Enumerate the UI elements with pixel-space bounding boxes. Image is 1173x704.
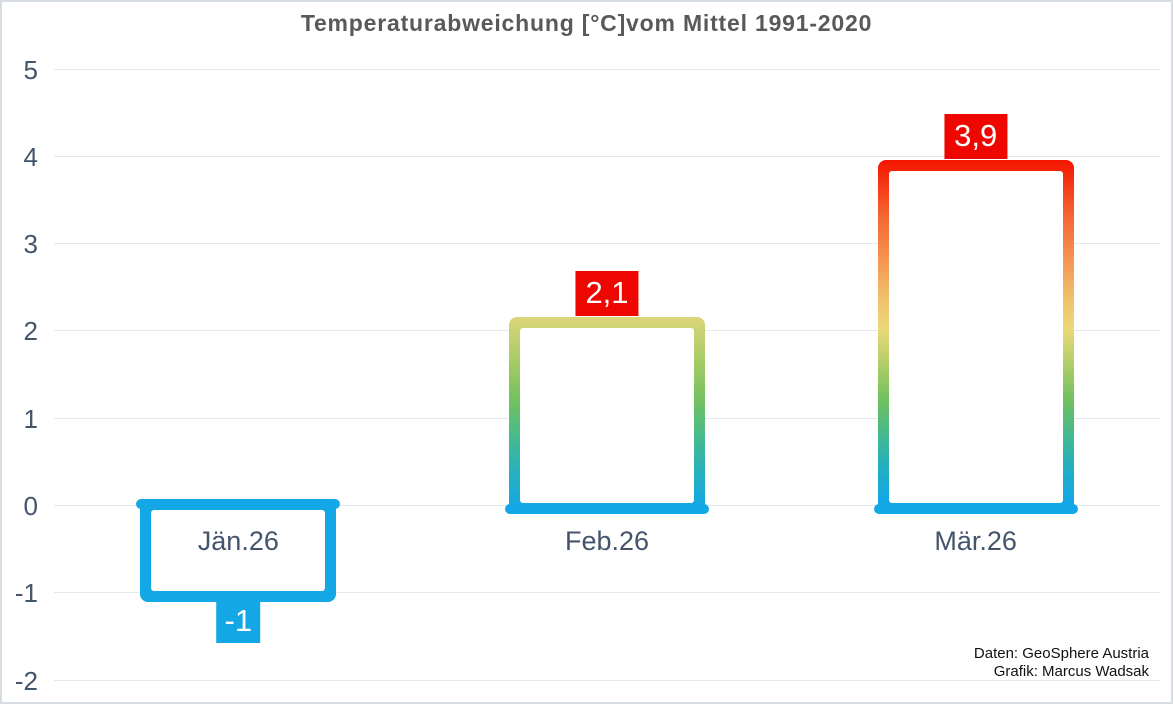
bar-value-label: 3,9 (944, 113, 1008, 159)
y-axis-tick-label: 0 (23, 491, 38, 521)
bar-interior (888, 170, 1063, 503)
bar-interior (520, 327, 694, 503)
bar-value-label: 2,1 (575, 270, 639, 316)
credits-data-source: Daten: GeoSphere Austria (973, 645, 1149, 662)
y-axis-tick-label: -1 (14, 578, 38, 609)
y-axis-tick-label: 2 (23, 316, 38, 347)
credits: Daten: GeoSphere Austria Grafik: Marcus … (974, 645, 1149, 680)
bar-value-label: -1 (216, 600, 261, 644)
category-label: Jän.26 (197, 526, 279, 556)
credits-author: Grafik: Marcus Wadsak (993, 662, 1149, 680)
gridline-y-3 (54, 243, 1160, 245)
category-label: Feb.26 (564, 526, 650, 556)
gridline-y-4 (54, 155, 1160, 157)
bar-jän-26 (140, 499, 337, 603)
gridline-y--1 (54, 592, 1160, 594)
chart-title: Temperaturabweichung [°C]vom Mittel 1991… (300, 10, 873, 36)
bar-interior (151, 510, 326, 592)
gridline-y--2 (54, 679, 1160, 681)
y-axis-tick-label: 5 (23, 54, 38, 85)
category-label: Mär.26 (934, 526, 1017, 556)
bar-feb-26 (509, 316, 705, 514)
y-axis-tick-label: 1 (23, 403, 38, 434)
y-axis-tick-label: 3 (23, 229, 38, 260)
y-axis-tick-label: 4 (23, 141, 38, 172)
y-axis-tick-label: -2 (14, 665, 38, 696)
bar-mär-26 (877, 159, 1074, 514)
gridline-y-5 (54, 68, 1160, 70)
